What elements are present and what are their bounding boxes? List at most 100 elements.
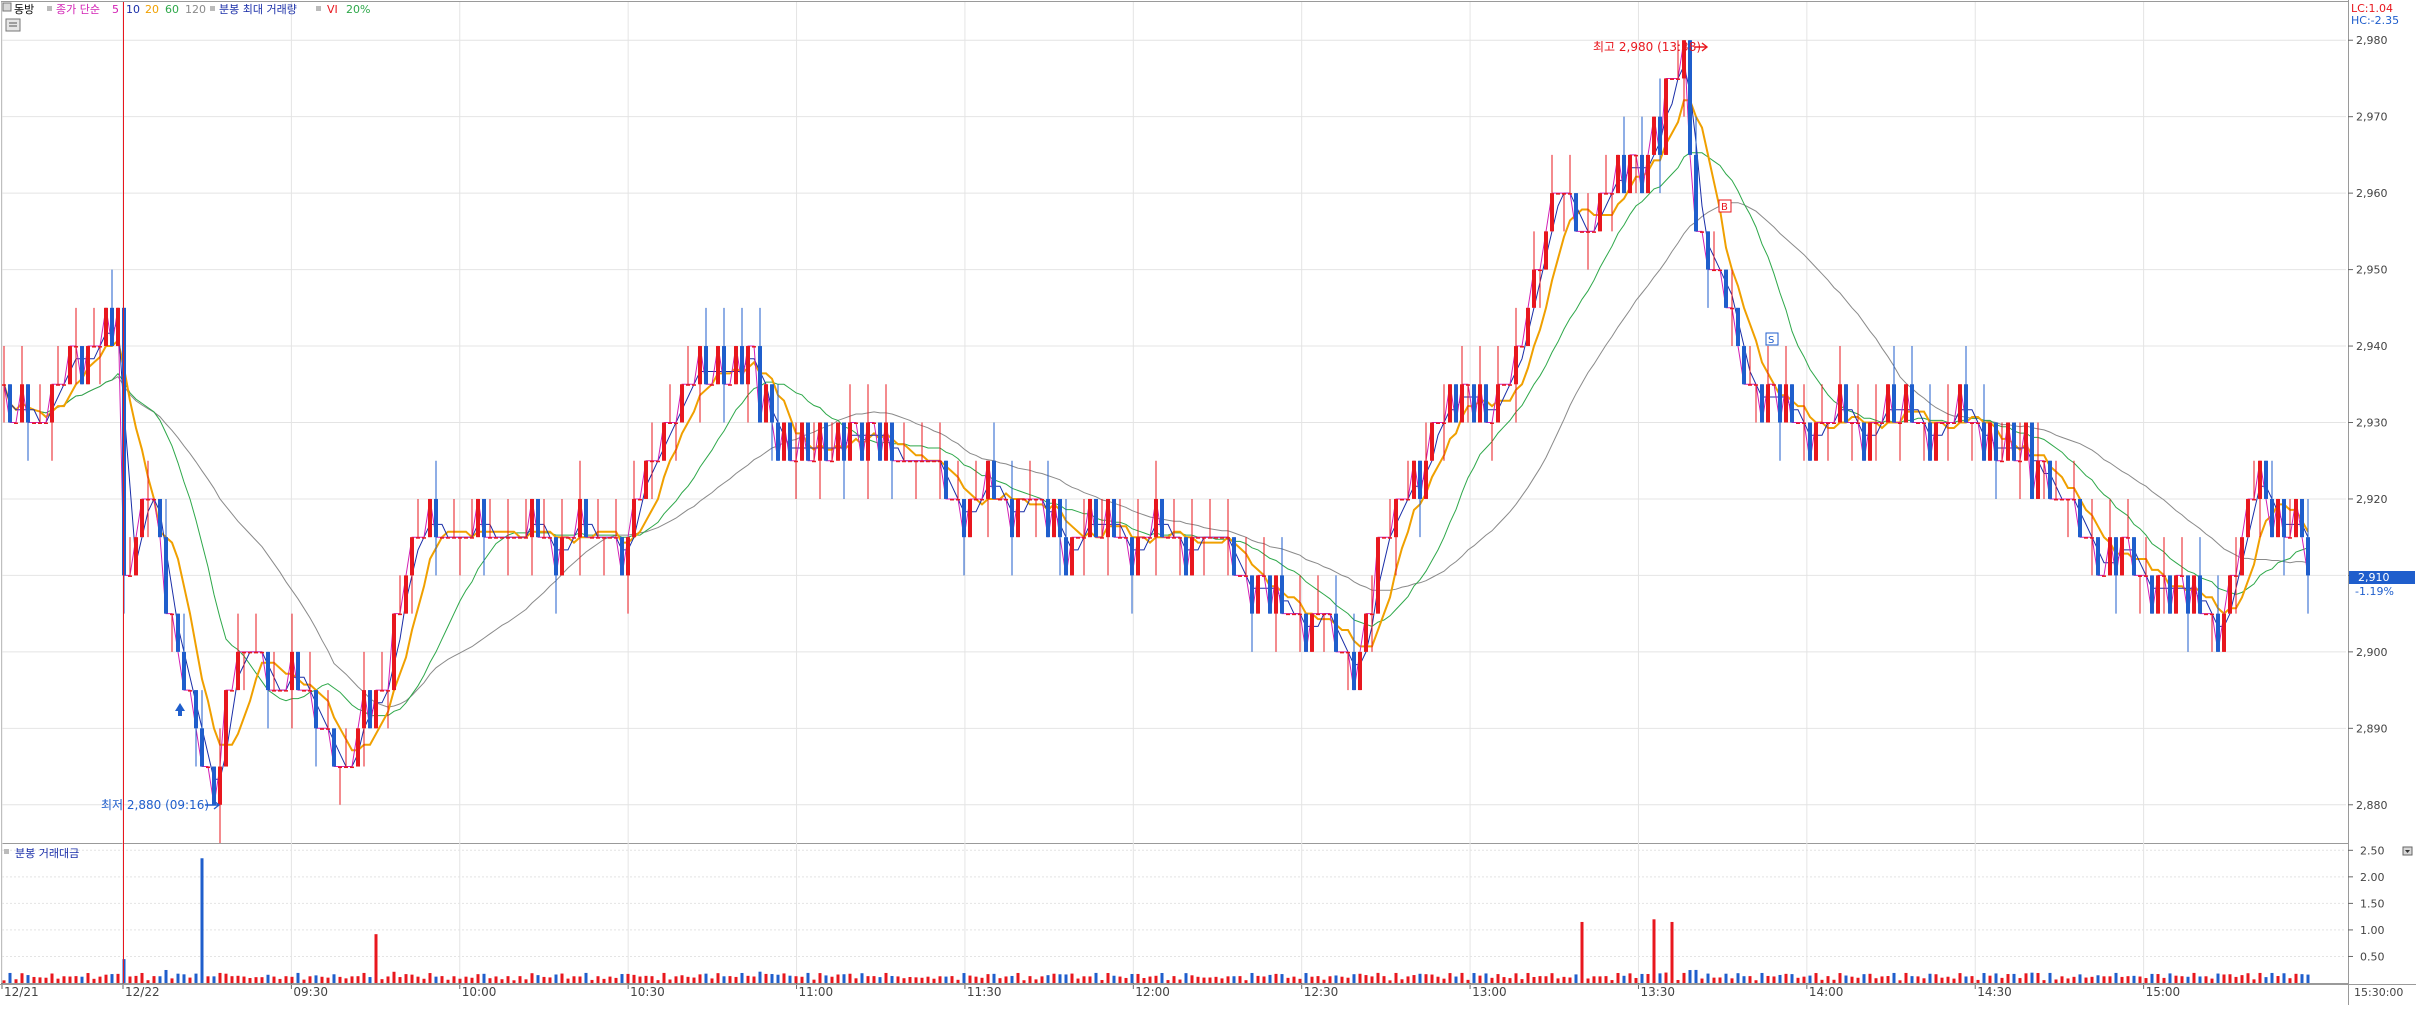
candle-body <box>1898 422 1902 424</box>
volume-bar <box>2192 972 2196 983</box>
volume-bar <box>1652 919 1656 983</box>
volume-bar <box>1562 976 1566 983</box>
candle-body <box>1976 422 1980 424</box>
candle-body <box>1874 422 1878 424</box>
candle-body <box>2018 460 2022 463</box>
candle-body <box>650 460 654 463</box>
volume-bar <box>566 978 570 983</box>
candle-body <box>314 690 318 729</box>
volume-bar <box>2186 976 2190 983</box>
candle-body <box>1136 537 1140 576</box>
candle-body <box>686 384 690 386</box>
time-tick-label: 13:00 <box>1472 985 1507 999</box>
candle-body <box>2282 498 2286 538</box>
volume-bar <box>1046 975 1050 983</box>
volume-bar <box>2 980 6 983</box>
volume-bar <box>1268 974 1272 983</box>
volume-bar <box>164 969 168 983</box>
volume-bar <box>470 977 474 983</box>
volume-bar <box>1424 974 1428 983</box>
volume-bar <box>1010 975 1014 983</box>
candle-body <box>560 537 564 576</box>
volume-bar <box>20 973 24 983</box>
volume-bar <box>1448 973 1452 983</box>
volume-bar <box>1748 976 1752 983</box>
volume-bar <box>1538 976 1542 983</box>
volume-bar <box>2264 977 2268 983</box>
candle-body <box>476 498 480 538</box>
volume-bar <box>932 978 936 983</box>
settings-icon[interactable] <box>5 18 21 32</box>
volume-bar <box>248 978 252 983</box>
legend-ma120: 120 <box>185 3 206 16</box>
candle-body <box>920 460 924 463</box>
legend: 동방 종가 단순 5 10 20 60 120 분봉 최대 거래량 VI 20% <box>2 2 370 16</box>
candle-body <box>1112 498 1116 538</box>
volume-bar <box>1754 980 1758 983</box>
volume-bar <box>752 976 756 983</box>
candle-body <box>848 422 852 461</box>
candle-body <box>2102 575 2106 577</box>
candle-body <box>1592 231 1596 233</box>
volume-bar <box>1880 976 1884 983</box>
volume-bar <box>26 975 30 983</box>
candle-body <box>1916 422 1920 424</box>
volume-panel-menu-icon[interactable] <box>2402 846 2413 856</box>
candle-body <box>1520 346 1524 348</box>
volume-bar <box>590 979 594 983</box>
volume-bar <box>2126 976 2130 983</box>
candle-body <box>2258 460 2262 499</box>
volume-bar <box>152 976 156 983</box>
volume-bar <box>1304 973 1308 983</box>
candle-body <box>548 537 552 539</box>
volume-bar <box>926 976 930 983</box>
candle-body <box>152 498 156 501</box>
volume-bar <box>1832 979 1836 983</box>
candle-body <box>62 384 66 386</box>
volume-bar <box>1028 976 1032 983</box>
candle-body <box>1982 422 1986 461</box>
time-tick-label: 12/21 <box>4 985 39 999</box>
candle-body <box>986 460 990 499</box>
volume-bar <box>1736 973 1740 983</box>
candle-body <box>344 766 348 769</box>
time-tick-label: 11:00 <box>799 985 834 999</box>
candle-body <box>1580 231 1584 233</box>
current-change-label: -1.19% <box>2355 585 2394 598</box>
volume-bar <box>1598 976 1602 983</box>
volume-bar <box>1514 973 1518 983</box>
volume-bar <box>1196 976 1200 983</box>
candle-body <box>812 460 816 463</box>
volume-bar <box>110 974 114 983</box>
candle-body <box>1064 537 1068 576</box>
volume-bar <box>692 977 696 983</box>
candle-body <box>434 498 438 538</box>
volume-bar <box>2258 972 2262 983</box>
volume-bar <box>2066 978 2070 983</box>
candle-body <box>974 498 978 501</box>
candle-body <box>716 346 720 385</box>
candle-body <box>1190 537 1194 576</box>
volume-bar <box>1298 978 1302 983</box>
volume-bar <box>1694 969 1698 983</box>
volume-bar <box>1376 972 1380 983</box>
volume-bar <box>68 976 72 983</box>
volume-bar <box>1088 976 1092 983</box>
candle-body <box>1268 575 1272 614</box>
candle-body <box>2012 422 2016 461</box>
volume-bar <box>2240 975 2244 983</box>
low-annotation: 최저 2,880 (09:16) <box>101 798 221 812</box>
candle-body <box>1796 422 1800 424</box>
candle-body <box>1676 78 1680 80</box>
volume-bar <box>44 977 48 983</box>
volume-bar <box>1154 975 1158 983</box>
volume-bar <box>2294 973 2298 983</box>
volume-bar <box>1886 976 1890 983</box>
candle-body <box>800 422 804 461</box>
volume-bar <box>1364 975 1368 983</box>
candle-body <box>710 384 714 386</box>
candle-body <box>338 766 342 769</box>
current-price-label: 2,910 <box>2358 571 2390 584</box>
time-tick-label: 10:00 <box>462 985 497 999</box>
